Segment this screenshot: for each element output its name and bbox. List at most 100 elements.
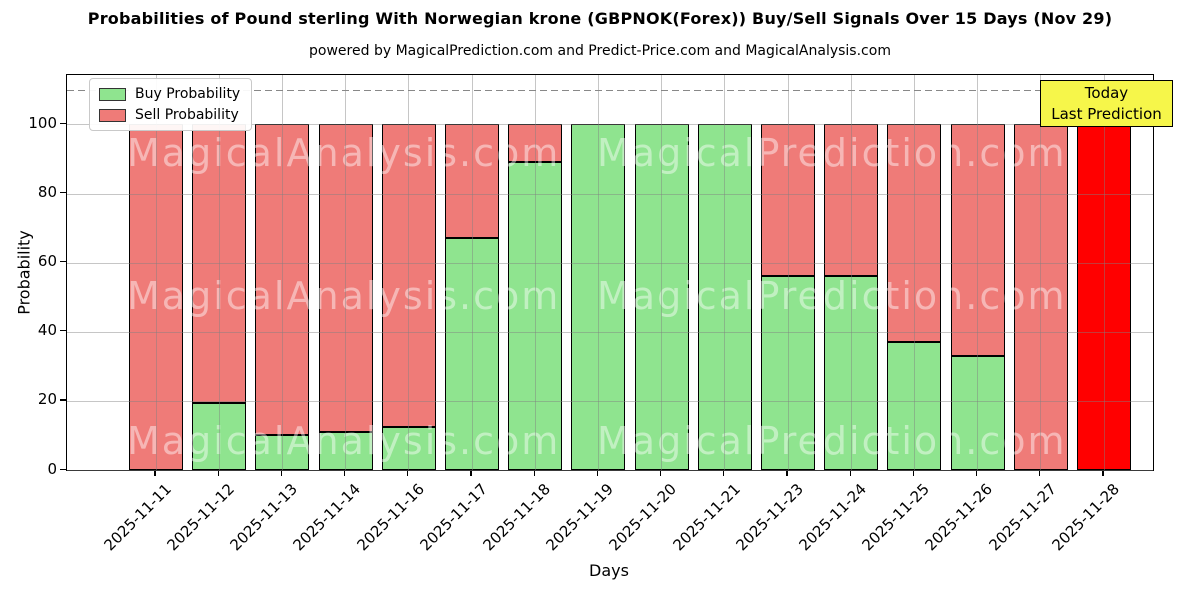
x-tickmark-2025-11-27 [1039, 470, 1041, 477]
x-tickmark-2025-11-25 [912, 470, 914, 477]
bar-group-2025-11-28 [1077, 124, 1131, 470]
x-tickmark-2025-11-14 [344, 470, 346, 477]
x-tick-label-2025-11-18: 2025-11-18 [479, 480, 554, 555]
gridline-h-0 [67, 470, 1153, 471]
y-tick-label-80: 80 [37, 183, 57, 202]
buy-segment-2025-11-21 [697, 124, 752, 470]
x-tickmark-2025-11-24 [849, 470, 851, 477]
sell-swatch-icon [99, 108, 126, 122]
sell-segment-2025-11-13 [255, 124, 310, 436]
x-tick-label-2025-11-16: 2025-11-16 [353, 480, 428, 555]
x-tick-label-2025-11-28: 2025-11-28 [1048, 480, 1123, 555]
sell-segment-2025-11-16 [381, 124, 436, 427]
legend-item-buy: Buy Probability [99, 86, 240, 102]
sell-segment-2025-11-24 [824, 124, 879, 277]
buy-segment-2025-11-12 [192, 402, 247, 470]
buy-segment-2025-11-23 [761, 276, 815, 470]
sell-segment-2025-11-14 [318, 124, 373, 432]
x-tick-label-2025-11-14: 2025-11-14 [289, 480, 365, 555]
buy-segment-2025-11-25 [887, 342, 942, 470]
today-annotation-line2: Last Prediction [1051, 104, 1162, 123]
sell-segment-2025-11-28 [1077, 124, 1131, 470]
y-tick-label-60: 60 [37, 252, 57, 271]
x-tickmark-2025-11-18 [533, 470, 535, 477]
x-tickmark-2025-11-20 [660, 470, 662, 477]
x-tickmark-2025-11-21 [723, 470, 725, 477]
x-tick-label-2025-11-21: 2025-11-21 [669, 480, 744, 555]
x-tick-label-2025-11-27: 2025-11-27 [985, 480, 1060, 555]
watermark-text-2-0: MagicalAnalysis.com [127, 419, 561, 463]
y-tickmark-80 [60, 192, 66, 194]
chart-subtitle: powered by MagicalPrediction.com and Pre… [309, 43, 891, 59]
sell-segment-2025-11-23 [761, 124, 815, 277]
buy-segment-2025-11-19 [571, 124, 626, 470]
x-tickmark-2025-11-13 [280, 470, 282, 477]
today-annotation: Today Last Prediction [1040, 80, 1173, 127]
bar-group-2025-11-14 [318, 124, 373, 470]
y-tickmark-60 [60, 261, 66, 263]
bar-group-2025-11-24 [824, 124, 879, 470]
watermark-layer: MagicalAnalysis.com MagicalPrediction.com… [67, 75, 1153, 470]
watermark-text-1-1: MagicalPrediction.com [597, 274, 1067, 318]
sell-segment-2025-11-26 [950, 124, 1005, 356]
bar-group-2025-11-11 [129, 124, 183, 470]
x-tick-label-2025-11-17: 2025-11-17 [416, 480, 491, 555]
y-tick-label-0: 0 [47, 459, 57, 478]
bar-group-2025-11-25 [887, 124, 942, 470]
buy-segment-2025-11-17 [445, 238, 499, 470]
bar-group-2025-11-21 [697, 124, 752, 470]
x-tick-label-2025-11-26: 2025-11-26 [921, 480, 997, 555]
x-tick-label-2025-11-24: 2025-11-24 [795, 480, 870, 555]
sell-segment-2025-11-17 [445, 124, 499, 239]
sell-segment-2025-11-18 [508, 124, 563, 163]
x-tick-label-2025-11-12: 2025-11-12 [163, 480, 238, 555]
x-tick-label-2025-11-25: 2025-11-25 [858, 480, 934, 555]
buy-segment-2025-11-26 [950, 355, 1005, 470]
watermark-text-0-0: MagicalAnalysis.com [127, 131, 561, 175]
watermark-text-0-1: MagicalPrediction.com [597, 131, 1067, 175]
sell-segment-2025-11-12 [192, 124, 247, 403]
buy-segment-2025-11-20 [634, 124, 689, 470]
bars-layer [67, 75, 1153, 470]
x-tick-label-2025-11-19: 2025-11-19 [542, 480, 618, 555]
y-tick-label-100: 100 [28, 113, 57, 132]
sell-segment-2025-11-27 [1013, 124, 1068, 470]
x-tickmark-2025-11-11 [154, 470, 156, 477]
y-tickmark-0 [60, 468, 66, 470]
today-annotation-line1: Today [1084, 83, 1129, 102]
x-axis-label: Days [589, 561, 629, 580]
buy-swatch-icon [99, 87, 126, 101]
y-tick-label-20: 20 [37, 390, 57, 409]
sell-segment-2025-11-11 [129, 124, 183, 470]
chart-title: Probabilities of Pound sterling With Nor… [87, 9, 1113, 28]
x-tickmark-2025-11-23 [786, 470, 788, 477]
x-tickmark-2025-11-26 [976, 470, 978, 477]
bar-group-2025-11-26 [950, 124, 1005, 470]
x-tick-label-2025-11-20: 2025-11-20 [605, 480, 681, 555]
x-tickmark-2025-11-19 [596, 470, 598, 477]
bar-group-2025-11-20 [634, 124, 689, 470]
x-tick-label-2025-11-23: 2025-11-23 [732, 480, 807, 555]
bar-group-2025-11-18 [508, 124, 563, 470]
bar-group-2025-11-16 [381, 124, 436, 470]
x-tickmark-2025-11-28 [1102, 470, 1104, 477]
plot-area: MagicalAnalysis.com MagicalPrediction.com… [66, 74, 1154, 471]
bar-group-2025-11-19 [571, 124, 626, 470]
y-tickmark-40 [60, 330, 66, 332]
x-tickmark-2025-11-12 [217, 470, 219, 477]
legend: Buy Probability Sell Probability [89, 78, 253, 131]
legend-item-sell: Sell Probability [99, 107, 240, 123]
watermark-text-1-0: MagicalAnalysis.com [127, 274, 561, 318]
bar-group-2025-11-27 [1013, 124, 1068, 470]
y-tickmark-20 [60, 399, 66, 401]
buy-segment-2025-11-16 [381, 426, 436, 470]
buy-segment-2025-11-24 [824, 276, 879, 470]
y-tickmark-100 [60, 122, 66, 125]
bar-group-2025-11-23 [761, 124, 815, 470]
bar-group-2025-11-12 [192, 124, 247, 470]
x-tickmark-2025-11-16 [407, 470, 409, 477]
x-tickmark-2025-11-17 [470, 470, 472, 477]
sell-segment-2025-11-25 [887, 124, 942, 343]
buy-segment-2025-11-18 [508, 162, 563, 470]
